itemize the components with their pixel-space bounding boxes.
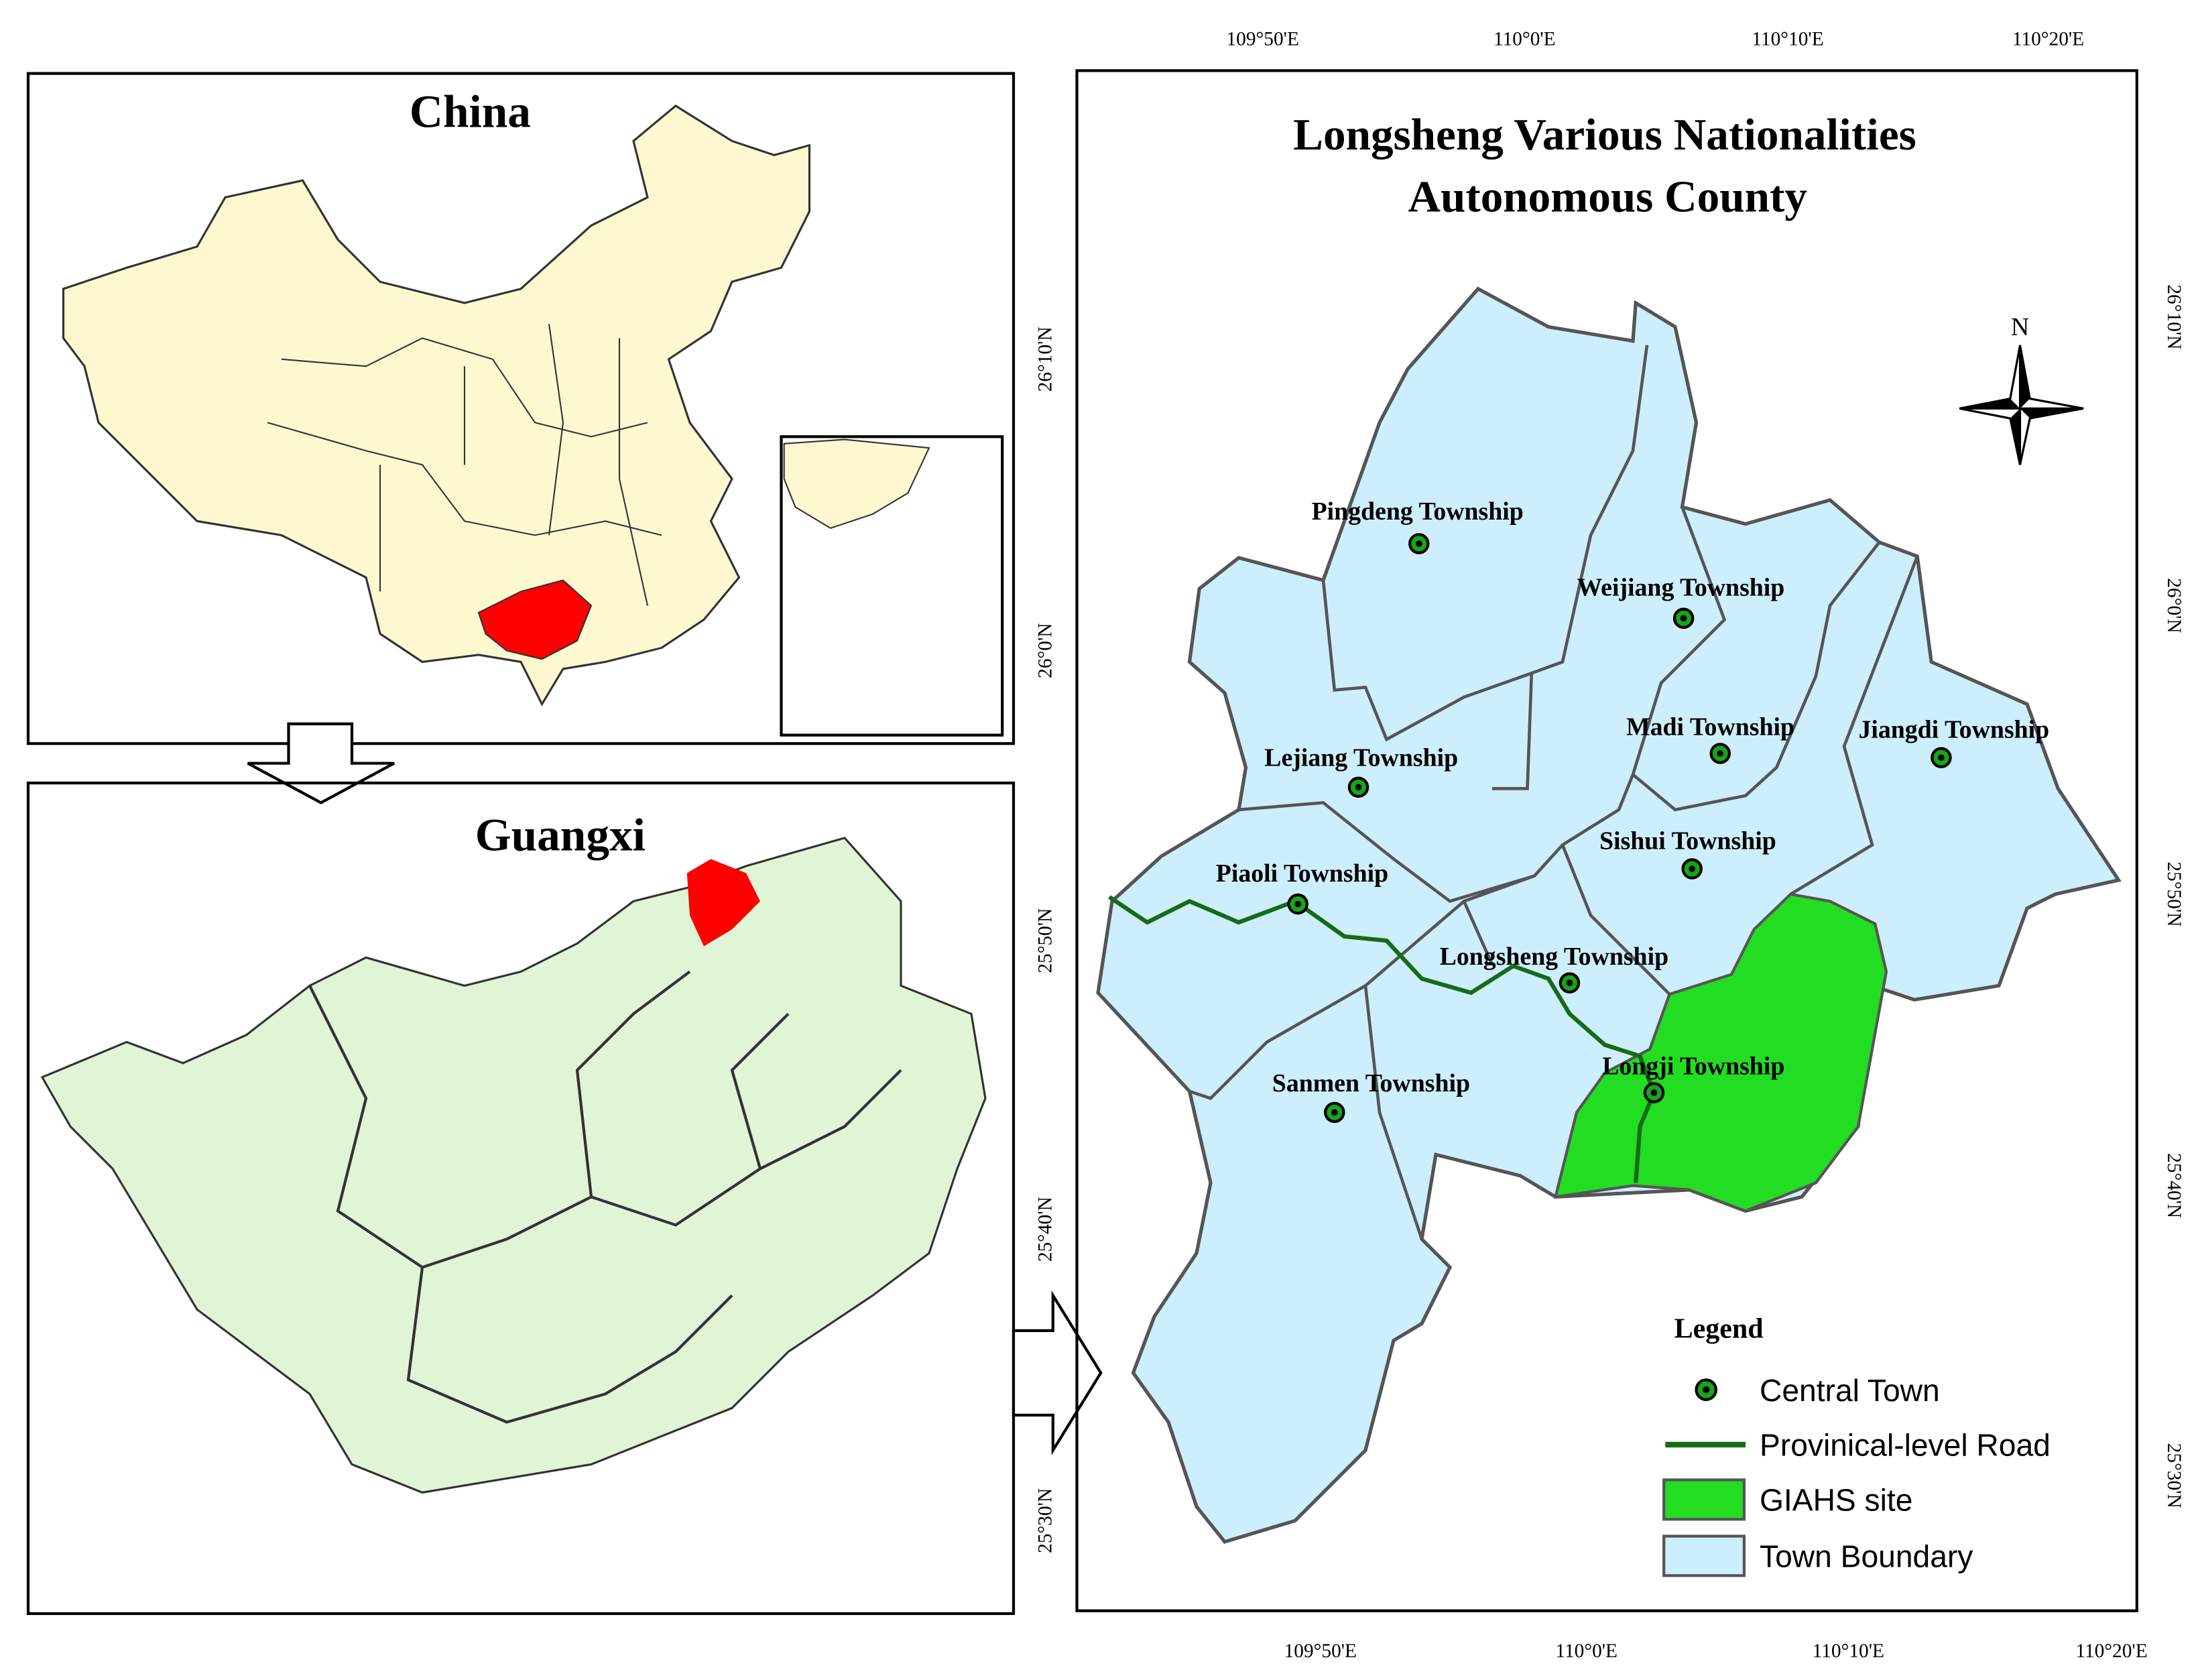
inset-frame xyxy=(780,435,1004,737)
right-coordinate: 25°50'N xyxy=(2163,861,2185,926)
china-outline xyxy=(62,104,811,707)
central-town-dot xyxy=(1294,900,1302,908)
central-town-dot xyxy=(1689,865,1696,872)
township-label: Longsheng Township xyxy=(1440,943,1668,971)
right-coordinate: 26°0'N xyxy=(2163,578,2185,633)
bottom-coordinate: 109°50'E xyxy=(1284,1640,1357,1662)
top-coordinate: 110°10'E xyxy=(1752,29,1823,50)
township-label: Sanmen Township xyxy=(1272,1069,1470,1097)
right-coordinate: 26°10'N xyxy=(2163,284,2185,349)
county-boundary xyxy=(1096,286,2122,1544)
legend-label: Provinical-level Road xyxy=(1760,1428,2051,1463)
right-coordinate: 25°30'N xyxy=(2163,1443,2185,1508)
region-lines xyxy=(308,970,902,1424)
legend-symbol xyxy=(1702,1386,1710,1394)
panel-title: Guangxi xyxy=(475,809,646,861)
left-coordinate: 25°50'N xyxy=(1035,908,1056,973)
province-lines xyxy=(267,324,662,606)
township-label: Jiangdi Township xyxy=(1858,716,2049,744)
township-label: Madi Township xyxy=(1626,713,1794,741)
central-town-dot xyxy=(1680,615,1687,622)
arrow xyxy=(247,722,395,804)
inset-land xyxy=(783,438,930,529)
north-label: N xyxy=(2011,313,2029,341)
legend-label: GIAHS site xyxy=(1760,1483,1912,1518)
map-title: Longsheng Various Nationalities xyxy=(1293,109,1916,160)
central-town-dot xyxy=(1331,1109,1338,1116)
legend-label: Town Boundary xyxy=(1760,1539,1973,1574)
legend-symbol xyxy=(1662,1535,1746,1577)
bottom-coordinate: 110°0'E xyxy=(1555,1640,1618,1662)
top-coordinate: 109°50'E xyxy=(1226,29,1298,50)
map-title: Autonomous County xyxy=(1408,171,1807,221)
central-town-dot xyxy=(1566,979,1573,986)
china-frame xyxy=(26,72,1016,745)
left-coordinate: 26°10'N xyxy=(1035,326,1056,392)
township-label: Longji Township xyxy=(1602,1053,1784,1081)
coordinates: 109°50'E 110°0'E 110°10'E 110°20'E 109°50'E 1… xyxy=(1035,29,2185,1663)
provincial-road xyxy=(1108,895,1656,1183)
township-label: Lejiang Township xyxy=(1264,744,1458,772)
north-arrow: N xyxy=(1959,313,2084,465)
legend-title: Legend xyxy=(1674,1313,1764,1344)
top-coordinate: 110°20'E xyxy=(2012,29,2084,50)
central-town-dot xyxy=(1355,784,1362,791)
central-town-dot xyxy=(1717,750,1724,757)
guangxi-frame xyxy=(26,781,1016,1616)
township-label: Weijiang Township xyxy=(1577,574,1784,602)
bottom-coordinate: 110°20'E xyxy=(2075,1640,2147,1662)
bottom-coordinate: 110°10'E xyxy=(1813,1640,1884,1662)
legend-label: Central Town xyxy=(1760,1373,1940,1408)
central-town-dot xyxy=(1650,1089,1658,1096)
guangxi-highlight xyxy=(477,579,593,660)
right-coordinate: 25°40'N xyxy=(2163,1153,2185,1218)
arrow xyxy=(1012,1290,1103,1455)
top-coordinate: 110°0'E xyxy=(1493,29,1556,50)
longsheng-highlight xyxy=(686,859,760,947)
guangxi-outline xyxy=(40,837,987,1494)
townships: Pingdeng Township Weijiang Township Madi T… xyxy=(1216,497,2049,1124)
township-label: Pingdeng Township xyxy=(1312,497,1524,526)
panel-title: China xyxy=(410,85,531,137)
central-town-dot xyxy=(1938,754,1945,761)
township-label: Sishui Township xyxy=(1599,827,1776,855)
left-coordinate: 25°40'N xyxy=(1035,1197,1056,1262)
legend-symbol xyxy=(1662,1478,1746,1521)
left-coordinate: 26°0'N xyxy=(1035,623,1056,678)
town-boundaries xyxy=(1188,345,1919,1240)
township-label: Piaoli Township xyxy=(1216,859,1388,888)
central-town-dot xyxy=(1415,540,1422,547)
map-frame xyxy=(1075,69,2138,1612)
left-coordinate: 25°30'N xyxy=(1035,1488,1056,1553)
